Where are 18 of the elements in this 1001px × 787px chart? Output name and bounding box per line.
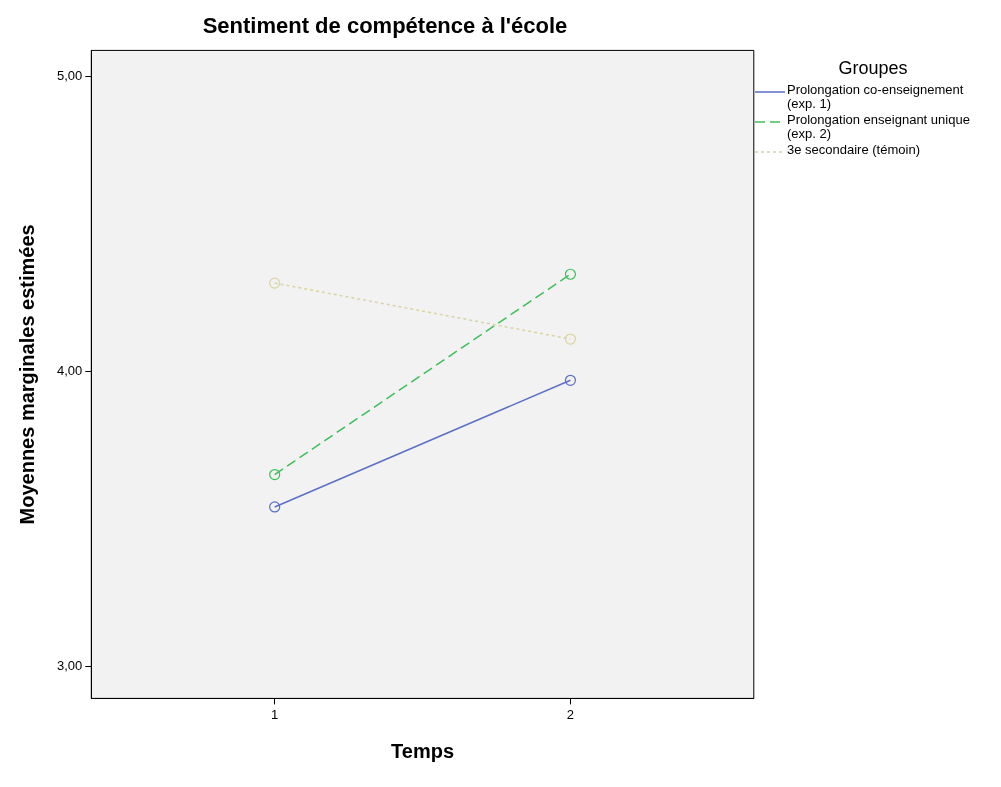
chart-title: Sentiment de compétence à l'école [202,13,568,39]
legend-label: Prolongation co-enseignement (exp. 1) [787,82,965,111]
y-axis-title: Moyennes marginales estimées [15,224,38,525]
y-tick-label: 4,00 [56,363,83,379]
y-tick-label: 3,00 [56,657,83,673]
x-tick-label: 2 [566,706,575,722]
legend-title: Groupes [837,58,909,79]
point [564,268,577,280]
x-axis-title: Temps [391,739,455,762]
point [269,501,281,513]
point [269,468,281,481]
legend-label: Prolongation enseignant unique (exp. 2) [787,112,971,141]
point [564,333,577,345]
x-tick-label: 1 [271,706,279,722]
point [269,277,281,289]
legend-label: 3e secondaire (témoin) [787,142,920,157]
y-tick-label: 5,00 [56,68,83,84]
point [564,374,577,386]
